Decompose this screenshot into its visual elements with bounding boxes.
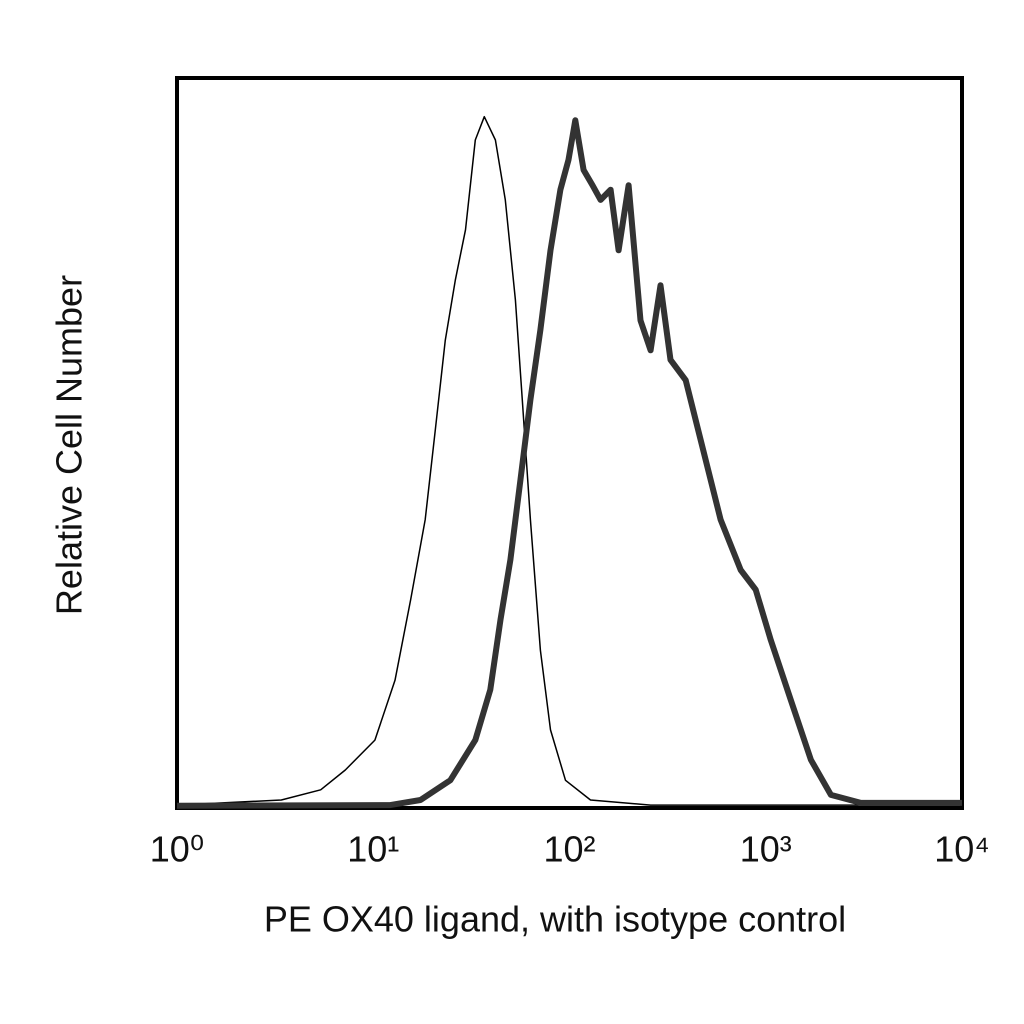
x-tick-label: 10¹ xyxy=(347,829,399,870)
y-axis-label: Relative Cell Number xyxy=(49,275,90,615)
x-tick-label: 10³ xyxy=(740,829,792,870)
x-axis-label: PE OX40 ligand, with isotype control xyxy=(264,899,846,940)
plot-frame xyxy=(175,76,964,810)
histogram-line xyxy=(176,117,962,809)
x-tick-label: 10⁰ xyxy=(150,829,204,870)
histogram-line xyxy=(176,115,962,806)
x-tick-label: 10² xyxy=(543,829,595,870)
x-tick-label: 10⁴ xyxy=(934,829,990,870)
